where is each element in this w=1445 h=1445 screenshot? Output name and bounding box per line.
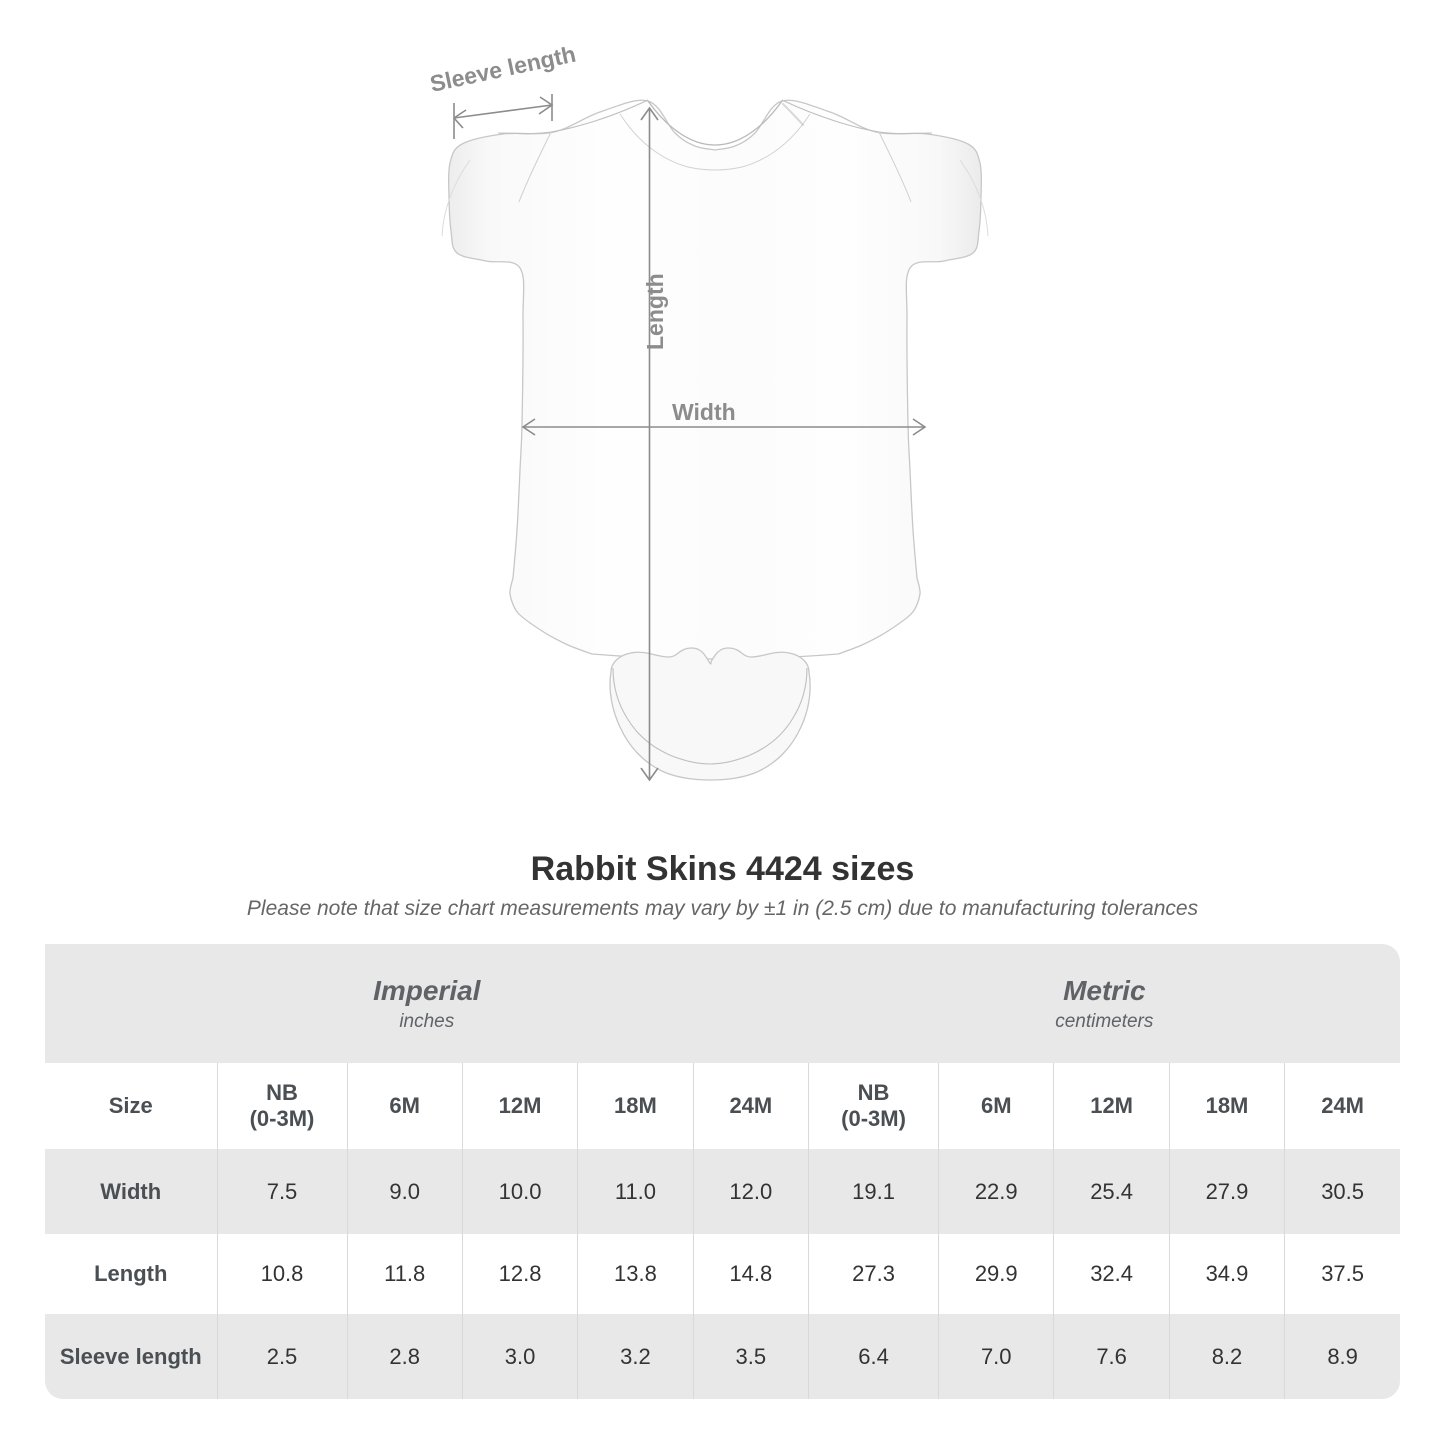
svg-text:Length: Length <box>642 273 668 350</box>
svg-text:Sleeve length: Sleeve length <box>428 41 578 97</box>
svg-text:Width: Width <box>672 399 736 425</box>
